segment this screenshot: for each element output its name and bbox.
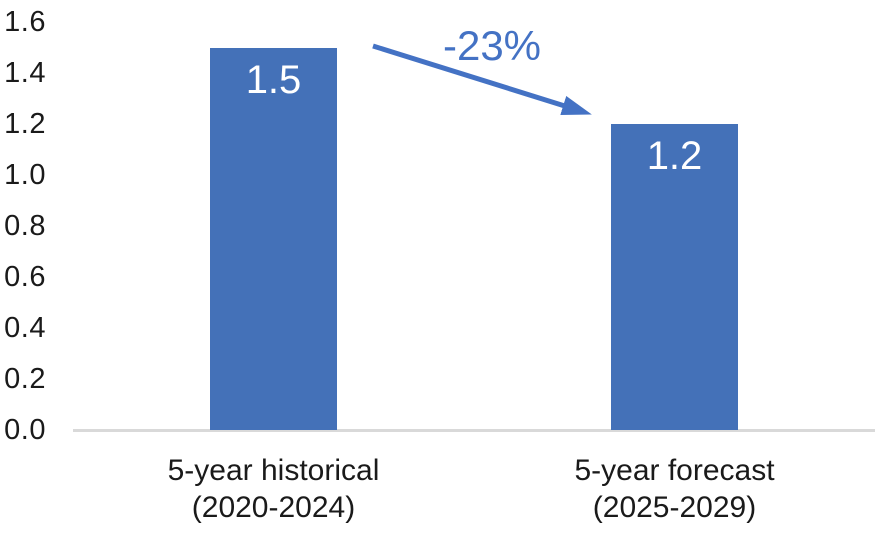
- x-axis-line: [73, 429, 875, 432]
- y-tick-label: 0.4: [4, 312, 46, 344]
- x-category-label-line1: 5-year forecast: [574, 454, 775, 487]
- y-tick-label: 0.6: [4, 261, 46, 293]
- x-category-label-line2: (2020-2024): [191, 491, 356, 524]
- x-category-label-line2: (2025-2029): [592, 491, 757, 524]
- y-tick-label: 1.0: [4, 159, 46, 191]
- x-category-label: 5-year historical (2020-2024): [109, 452, 439, 526]
- bar-value-label: 1.5: [245, 57, 302, 102]
- x-category-label: 5-year forecast (2025-2029): [510, 452, 840, 526]
- decline-percent-label: -23%: [442, 22, 542, 69]
- bar-value-label: 1.2: [646, 134, 703, 178]
- bar: 1.2: [611, 124, 738, 430]
- y-tick-label: 1.2: [4, 108, 46, 140]
- y-tick-label: 0.2: [4, 363, 46, 395]
- y-tick-label: 1.4: [4, 57, 46, 89]
- y-tick-label: 0.8: [4, 210, 46, 242]
- x-category-label-line1: 5-year historical: [167, 454, 380, 487]
- y-tick-label: 1.6: [4, 6, 46, 38]
- y-tick-label: 0.0: [4, 414, 46, 446]
- bar: 1.5: [210, 47, 337, 430]
